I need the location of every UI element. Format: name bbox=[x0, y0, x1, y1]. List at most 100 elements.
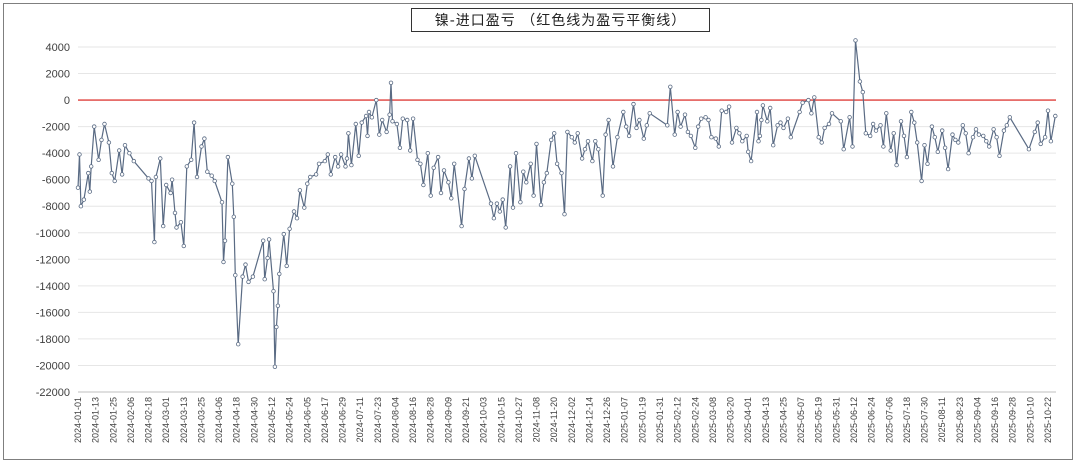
data-point bbox=[878, 123, 883, 128]
data-point bbox=[174, 225, 179, 230]
data-point bbox=[281, 231, 286, 237]
data-point bbox=[335, 164, 341, 169]
data-point bbox=[847, 115, 852, 120]
data-point bbox=[428, 193, 433, 198]
data-point bbox=[1042, 134, 1048, 140]
x-tick-label: 2024-04-06 bbox=[214, 397, 224, 443]
data-point bbox=[497, 209, 502, 214]
data-point bbox=[353, 121, 358, 127]
data-point bbox=[272, 364, 278, 369]
data-point bbox=[421, 182, 426, 188]
data-point bbox=[778, 120, 783, 125]
data-point bbox=[1026, 146, 1032, 152]
x-tick-label: 2025-04-01 bbox=[743, 397, 753, 443]
data-point bbox=[452, 161, 457, 166]
data-point bbox=[225, 154, 231, 160]
y-axis: 4000 2000 0 -2000 -4000 -6000 -8000 -10000 -1200… bbox=[36, 42, 70, 399]
x-tick-label: 2025-10-10 bbox=[1025, 397, 1035, 443]
data-point bbox=[88, 164, 94, 169]
data-point bbox=[243, 262, 248, 267]
data-point bbox=[287, 226, 292, 231]
data-point bbox=[723, 109, 729, 115]
data-point bbox=[853, 38, 858, 43]
data-point bbox=[212, 178, 217, 184]
data-point bbox=[534, 141, 539, 147]
data-point bbox=[590, 158, 595, 164]
y-tick-label: -4000 bbox=[42, 148, 70, 160]
data-point bbox=[521, 169, 526, 174]
x-tick-label: 2025-05-31 bbox=[831, 397, 841, 443]
data-point bbox=[929, 124, 935, 129]
data-point bbox=[122, 142, 128, 148]
data-point bbox=[565, 129, 570, 135]
data-point bbox=[991, 127, 996, 132]
data-point bbox=[119, 172, 125, 177]
data-point bbox=[870, 121, 876, 127]
data-point bbox=[441, 168, 447, 173]
data-point bbox=[1053, 113, 1058, 119]
data-point bbox=[841, 146, 846, 152]
data-point bbox=[184, 164, 189, 169]
data-point bbox=[615, 134, 620, 140]
data-point bbox=[569, 134, 574, 140]
x-tick-label: 2024-02-06 bbox=[126, 397, 136, 443]
data-point bbox=[131, 158, 136, 164]
y-tick-label: -12000 bbox=[36, 254, 70, 266]
data-point bbox=[713, 136, 718, 141]
data-point bbox=[675, 109, 680, 115]
data-point bbox=[838, 119, 843, 124]
data-point bbox=[356, 153, 361, 158]
data-point bbox=[754, 109, 760, 115]
data-point bbox=[757, 133, 763, 139]
data-markers bbox=[75, 38, 1058, 369]
data-point bbox=[863, 131, 868, 136]
data-point bbox=[685, 129, 691, 135]
y-tick-label: -2000 bbox=[42, 122, 70, 134]
data-point bbox=[369, 115, 375, 120]
data-point bbox=[579, 156, 585, 161]
data-point bbox=[682, 112, 688, 117]
data-point bbox=[942, 145, 948, 150]
data-point bbox=[384, 129, 389, 135]
data-point bbox=[709, 134, 714, 140]
data-point bbox=[771, 142, 776, 148]
data-point bbox=[271, 289, 276, 294]
data-point bbox=[462, 186, 467, 192]
data-point bbox=[756, 138, 761, 144]
data-point bbox=[374, 97, 379, 103]
data-point bbox=[425, 150, 430, 156]
data-point bbox=[559, 170, 564, 176]
data-point bbox=[960, 123, 965, 128]
data-point bbox=[593, 138, 598, 144]
data-point bbox=[349, 162, 354, 168]
data-point bbox=[901, 133, 907, 139]
x-axis: 2024-01-01 2024-01-13 2024-01-25 2024-02-06… bbox=[73, 391, 1056, 443]
data-point bbox=[172, 210, 178, 216]
data-point bbox=[366, 109, 372, 115]
data-point bbox=[898, 119, 904, 124]
data-point bbox=[1007, 115, 1012, 120]
data-point bbox=[734, 125, 739, 131]
x-tick-label: 2024-09-21 bbox=[461, 397, 471, 443]
data-point bbox=[531, 193, 536, 198]
data-point bbox=[765, 119, 770, 124]
data-point bbox=[77, 152, 82, 157]
data-point bbox=[163, 182, 169, 188]
data-point bbox=[857, 79, 863, 84]
data-point bbox=[388, 80, 394, 85]
x-tick-label: 2024-05-12 bbox=[267, 397, 277, 443]
data-point bbox=[932, 134, 937, 140]
data-point bbox=[338, 152, 344, 157]
data-point bbox=[518, 199, 523, 205]
x-tick-label: 2024-01-13 bbox=[91, 397, 101, 443]
x-tick-label: 2024-11-20 bbox=[549, 397, 559, 442]
data-point bbox=[868, 133, 873, 139]
data-point bbox=[528, 161, 533, 166]
data-point bbox=[575, 131, 580, 136]
data-point bbox=[261, 238, 266, 243]
x-tick-label: 2025-02-24 bbox=[690, 397, 700, 443]
data-point bbox=[346, 131, 351, 136]
data-point bbox=[888, 148, 893, 153]
data-point bbox=[970, 134, 976, 140]
data-point bbox=[431, 165, 436, 170]
